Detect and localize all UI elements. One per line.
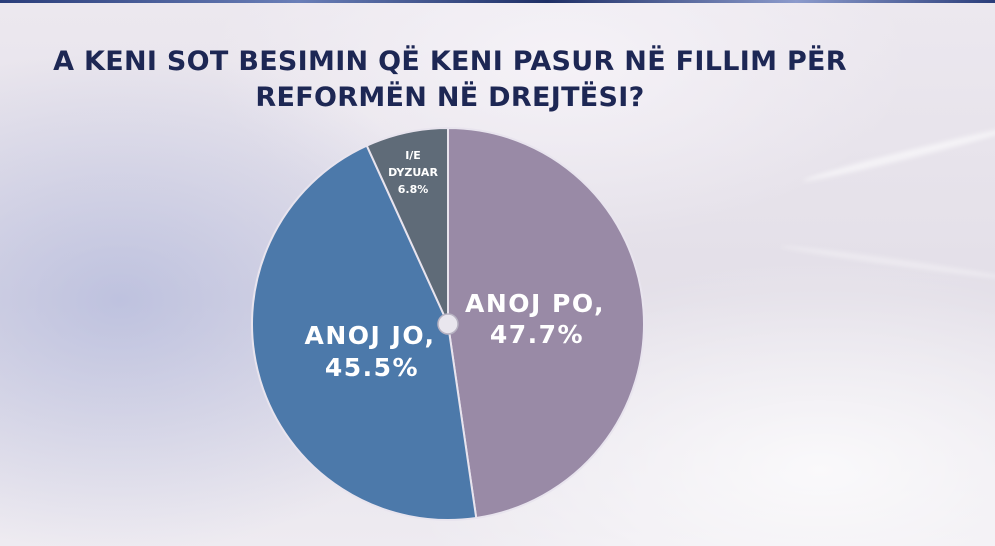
chart-title-line-1: A KENI SOT BESIMIN QË KENI PASUR NË FILL… <box>53 46 847 77</box>
pie-center-dot <box>437 313 459 335</box>
top-strip <box>0 0 995 3</box>
slice-label-dyzuar-line-2: DYZUAR <box>388 166 438 179</box>
slice-label-po-value: 47.7% <box>490 320 584 349</box>
pie-slice-jo <box>251 144 478 521</box>
slice-label-po-name: ANOJ PO, <box>465 289 605 318</box>
slice-label-jo: ANOJ JO, 45.5% <box>304 321 435 382</box>
chart-title-line-2: REFORMËN NË DREJTËSI? <box>255 82 645 113</box>
slice-label-dyzuar-line-1: I/E <box>405 149 421 162</box>
slice-label-po: ANOJ PO, 47.7% <box>465 289 605 349</box>
slice-label-jo-name: ANOJ JO, <box>304 321 435 350</box>
slice-label-jo-value: 45.5% <box>325 353 419 382</box>
pie-slices <box>251 127 645 521</box>
slice-label-dyzuar: I/E DYZUAR 6.8% <box>388 149 438 196</box>
chart-title: A KENI SOT BESIMIN QË KENI PASUR NË FILL… <box>20 44 880 116</box>
slice-label-dyzuar-value: 6.8% <box>398 183 429 196</box>
pie-slice-dyzuar <box>365 127 449 325</box>
pie-slice-po <box>447 127 645 519</box>
